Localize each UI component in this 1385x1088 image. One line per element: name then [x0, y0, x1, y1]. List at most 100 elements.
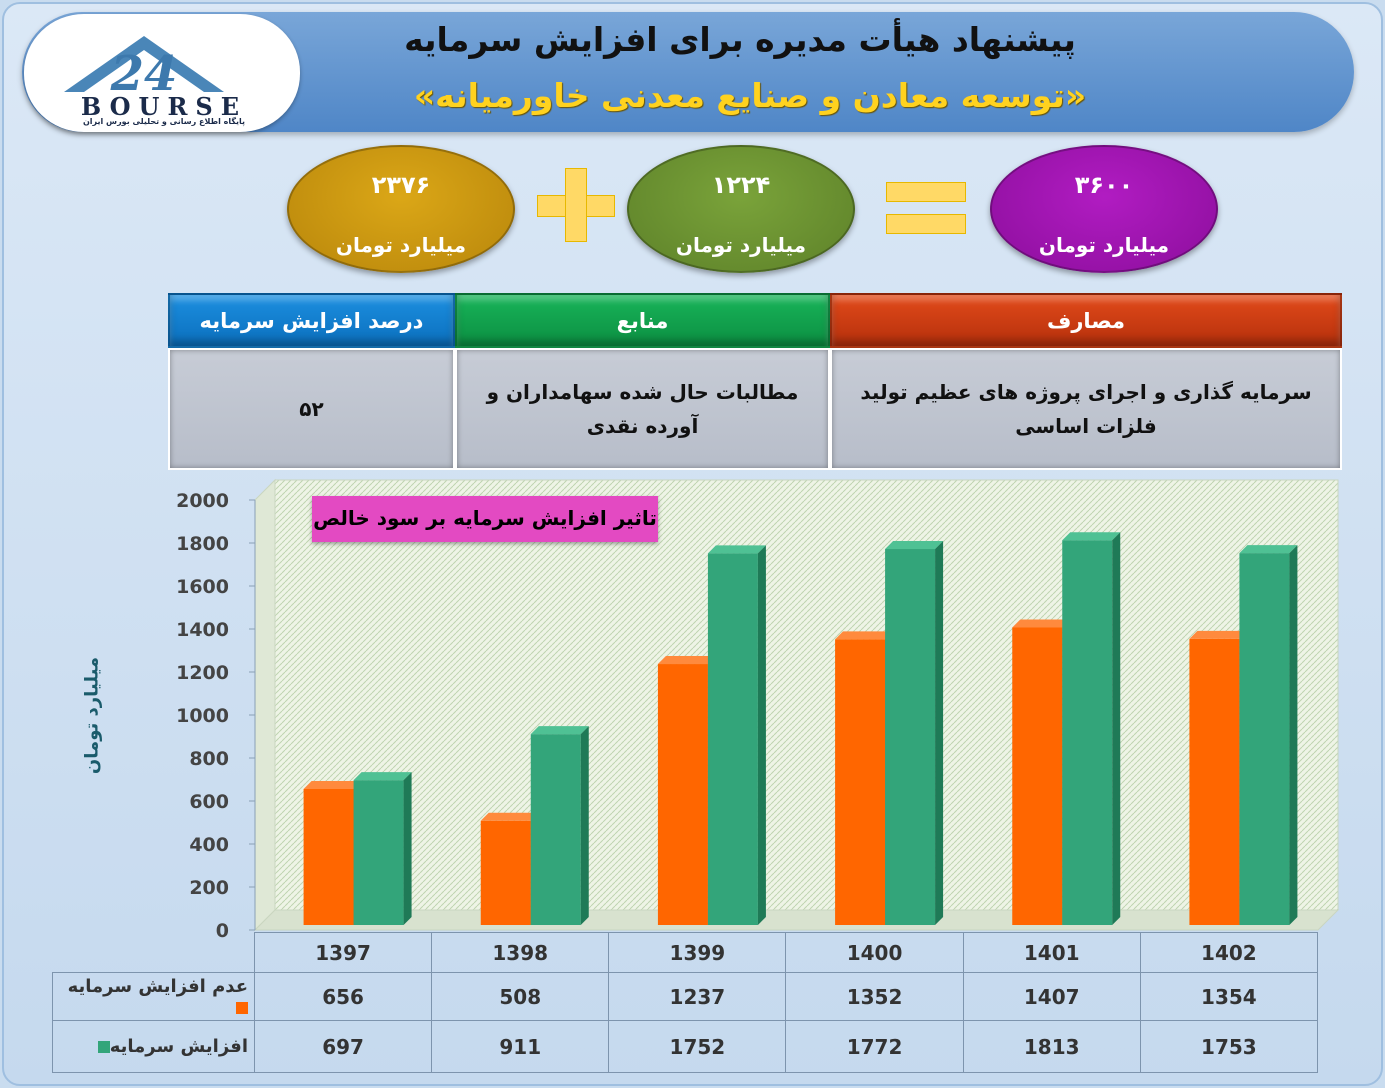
logo: 24: [24, 14, 300, 132]
bar-top-face: [1239, 545, 1298, 554]
y-tick-label: 600: [189, 791, 229, 813]
bar-side-face: [1289, 545, 1298, 925]
bar-side-face: [403, 772, 412, 925]
bar-no-increase-1399: [657, 664, 708, 925]
y-tick-label: 400: [189, 834, 229, 856]
bar-top-face: [1012, 619, 1071, 628]
table-row: عدم افزایش سرمایه 656 508 1237 1352 1407…: [52, 972, 1319, 1021]
legend-key-icon: [236, 1001, 248, 1014]
data-label: 1352: [785, 972, 964, 1021]
data-label: 656: [253, 972, 433, 1021]
category-label: 1401: [962, 932, 1141, 973]
bar-side-face: [935, 541, 944, 925]
table-row: افزایش سرمایه 697 911 1752 1772 1813 175…: [52, 1020, 1319, 1073]
bar-increase-1401: [1062, 540, 1113, 925]
bar-top-face: [530, 726, 589, 735]
page-title: پیشنهاد هیأت مدیره برای افزایش سرمایه: [404, 20, 1076, 59]
oval-total: ۳۶۰۰ میلیارد تومان: [990, 145, 1218, 273]
legend-entry-no-increase: عدم افزایش سرمایه: [52, 972, 255, 1021]
bar-top-face: [657, 656, 716, 665]
series-name: افزایش سرمایه: [109, 1036, 248, 1057]
part-b-unit: میلیارد تومان: [675, 233, 807, 257]
plot-side-wall: [254, 478, 276, 932]
category-label: 1400: [785, 932, 964, 973]
bar-top-face: [835, 631, 894, 640]
bar-top-face: [1062, 532, 1121, 541]
data-label: 1237: [608, 972, 787, 1021]
part-b-value: ۱۲۲۴: [711, 171, 771, 199]
bar-no-increase-1402: [1189, 638, 1240, 925]
category-label: 1399: [608, 932, 787, 973]
legend-key-icon: [97, 1041, 110, 1053]
bar-top-face: [480, 812, 539, 821]
category-label: 1398: [431, 932, 610, 973]
bar-no-increase-1397: [303, 788, 354, 925]
oval-part-b: ۱۲۲۴ میلیارد تومان: [627, 145, 855, 273]
bar-increase-1402: [1239, 553, 1290, 925]
data-label: 1772: [785, 1020, 964, 1073]
bar-top-face: [353, 772, 412, 781]
bar-side-face: [757, 545, 766, 925]
y-tick-label: 200: [189, 877, 229, 899]
category-label: 1402: [1139, 932, 1319, 973]
bar-no-increase-1401: [1012, 627, 1063, 925]
bar-top-face: [303, 780, 362, 789]
plot-back-wall: [274, 479, 1339, 911]
legend-entry-increase: افزایش سرمایه: [52, 1020, 255, 1073]
data-label: 1407: [962, 972, 1141, 1021]
part-a-unit: میلیارد تومان: [335, 233, 467, 257]
logo-word: BOURSE: [80, 92, 248, 121]
bar-increase-1399: [707, 553, 758, 925]
data-label: 1753: [1139, 1020, 1319, 1073]
y-tick-label: 1200: [176, 662, 229, 684]
bar-top-face: [1189, 630, 1248, 639]
total-unit: میلیارد تومان: [1038, 233, 1170, 257]
equals-icon-lower: [886, 214, 966, 234]
y-tick-label: 800: [189, 748, 229, 770]
y-axis-label-box: میلیارد تومان: [62, 657, 122, 780]
company-name: «توسعه معادن و صنایع معدنی خاورمیانه»: [413, 76, 1087, 115]
y-tick-label: 1600: [176, 576, 229, 598]
y-axis-label: میلیارد تومان: [81, 656, 103, 775]
bar-no-increase-1398: [480, 820, 531, 925]
percent-header: درصد افزایش سرمایه: [168, 293, 455, 348]
oval-part-a: ۲۳۷۶ میلیارد تومان: [287, 145, 515, 273]
data-label: 1813: [962, 1020, 1141, 1073]
y-tick-label: 2000: [176, 490, 229, 512]
data-label: 508: [431, 972, 610, 1021]
bar-side-face: [580, 726, 589, 925]
uses-header: مصارف: [830, 293, 1342, 348]
svg-text:24: 24: [110, 46, 178, 102]
data-label: 697: [253, 1020, 433, 1073]
data-label: 1752: [608, 1020, 787, 1073]
y-tick-label: 1800: [176, 533, 229, 555]
bar-increase-1397: [353, 780, 404, 925]
logo-subtitle: پایگاه اطلاع رسانی و تحلیلی بورس ایران: [82, 117, 246, 126]
table-corner: [52, 932, 255, 973]
category-label: 1397: [253, 932, 433, 973]
equals-icon: [886, 182, 966, 202]
logo-mark-icon: 24: [64, 36, 224, 102]
series-name: عدم افزایش سرمایه: [67, 975, 248, 997]
bar-side-face: [1112, 532, 1121, 925]
data-table: 1397 1398 1399 1400 1401 1402 عدم افزایش…: [52, 932, 1319, 1073]
y-tick-label: 1400: [176, 619, 229, 641]
total-value: ۳۶۰۰: [1074, 171, 1134, 199]
data-label: 1354: [1139, 972, 1319, 1021]
data-label: 911: [431, 1020, 610, 1073]
uses-value: سرمایه گذاری و اجرای پروژه های عظیم تولی…: [830, 348, 1342, 470]
plus-icon-vertical: [565, 168, 587, 242]
table-row: 1397 1398 1399 1400 1401 1402: [52, 932, 1319, 973]
bar-increase-1400: [885, 549, 936, 925]
percent-value: ۵۲: [168, 348, 455, 470]
sources-value: مطالبات حال شده سهامداران و آورده نقدی: [455, 348, 830, 470]
plot-floor: [253, 909, 1340, 931]
bar-top-face: [707, 545, 766, 554]
sources-header: منابع: [455, 293, 830, 348]
bar-no-increase-1400: [835, 639, 886, 925]
part-a-value: ۲۳۷۶: [371, 171, 431, 199]
bar-increase-1398: [530, 734, 581, 925]
chart-title: تاثیر افزایش سرمایه بر سود خالص: [312, 496, 658, 542]
bar-top-face: [885, 541, 944, 550]
